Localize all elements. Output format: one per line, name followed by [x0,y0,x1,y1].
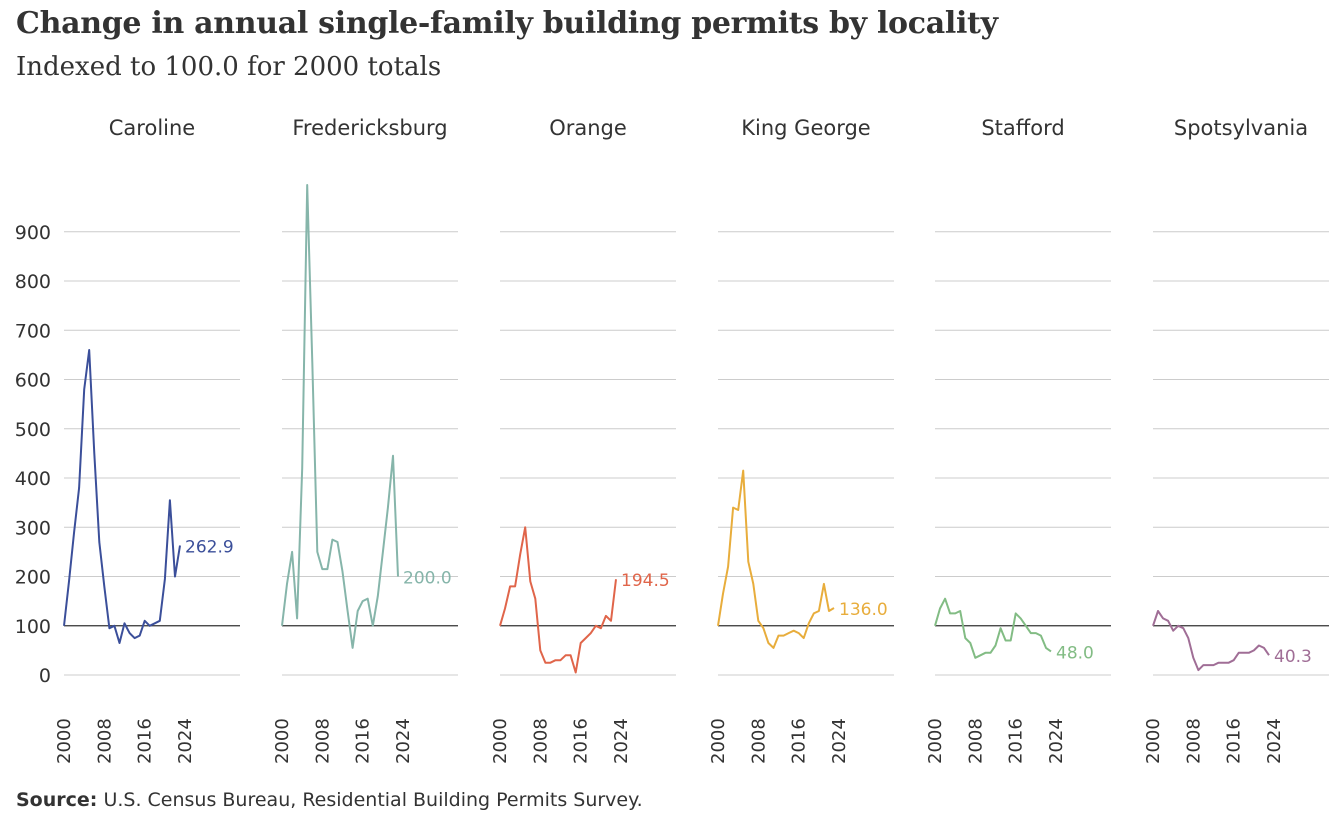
x-tick-label: 2016 [353,718,374,764]
x-tick-label: 2000 [272,718,293,764]
x-tick-label: 2024 [829,718,850,764]
panel-title: King George [741,116,870,140]
y-tick-label: 500 [15,419,51,441]
y-tick-label: 0 [39,665,51,687]
panel-title: Orange [549,116,627,140]
x-tick-label: 2000 [490,718,511,764]
chart-title: Change in annual single-family building … [16,6,998,41]
x-tick-label: 2000 [925,718,946,764]
source-note: Source: U.S. Census Bureau, Residential … [16,789,643,811]
x-tick-label: 2008 [312,718,333,764]
x-tick-label: 2024 [1264,718,1285,764]
source-label: Source: [16,789,98,811]
chart-subtitle: Indexed to 100.0 for 2000 totals [16,52,442,82]
end-value-label: 136.0 [839,600,888,620]
y-tick-label: 400 [15,468,51,490]
y-tick-label: 800 [15,271,51,293]
x-tick-label: 2008 [530,718,551,764]
x-tick-label: 2024 [1046,718,1067,764]
x-tick-label: 2008 [1183,718,1204,764]
end-value-label: 262.9 [185,538,234,558]
series-line [717,469,835,649]
y-tick-label: 300 [15,517,51,539]
x-tick-label: 2024 [175,718,196,764]
y-tick-label: 100 [15,616,51,638]
x-tick-label: 2000 [708,718,729,764]
x-tick-label: 2016 [789,718,810,764]
x-tick-label: 2008 [94,718,115,764]
panel-title: Fredericksburg [292,116,447,140]
y-tick-label: 600 [15,370,51,392]
series-line [281,184,399,649]
source-text: U.S. Census Bureau, Residential Building… [103,789,643,811]
x-tick-label: 2024 [611,718,632,764]
y-tick-label: 900 [15,222,51,244]
end-value-label: 48.0 [1056,643,1094,663]
y-tick-label: 200 [15,567,51,589]
y-tick-label: 700 [15,320,51,342]
x-tick-label: 2016 [135,718,156,764]
panel-title: Spotsylvania [1174,116,1308,140]
end-value-label: 200.0 [403,569,452,589]
x-tick-label: 2008 [965,718,986,764]
x-tick-label: 2024 [393,718,414,764]
end-value-label: 194.5 [621,571,670,591]
x-tick-label: 2000 [1143,718,1164,764]
x-tick-label: 2008 [748,718,769,764]
panel-title: Stafford [981,116,1064,140]
x-tick-label: 2016 [1006,718,1027,764]
end-value-label: 40.3 [1274,647,1312,667]
series-line [63,349,181,644]
series-line [934,597,1052,659]
panel-title: Caroline [109,116,195,140]
x-tick-label: 2016 [571,718,592,764]
series-line [1152,610,1270,672]
series-line [499,526,617,674]
x-tick-label: 2016 [1224,718,1245,764]
x-tick-label: 2000 [54,718,75,764]
